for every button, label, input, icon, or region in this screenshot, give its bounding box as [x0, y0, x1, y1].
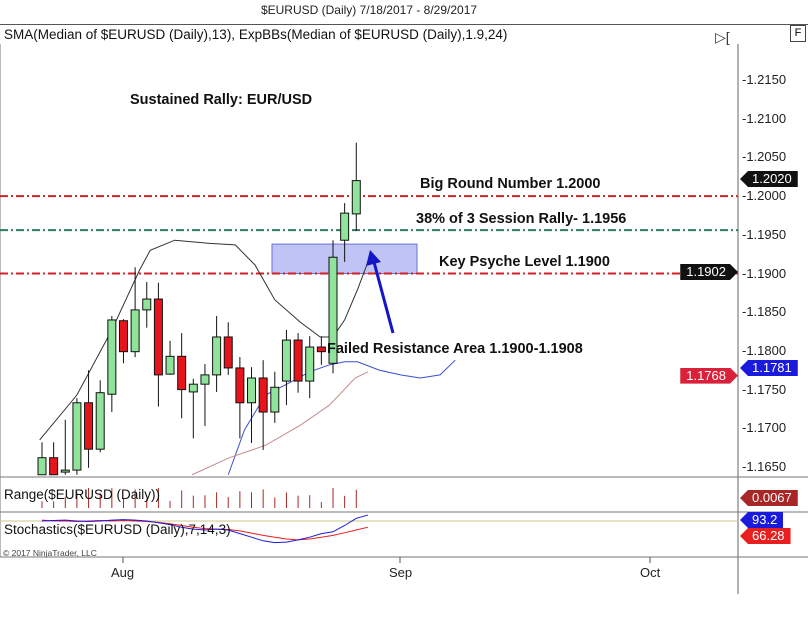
price-tick-label: -1.1950	[742, 226, 787, 242]
candle	[188, 378, 198, 439]
candle-body	[130, 309, 140, 353]
price-tick-label: -1.1650	[742, 459, 787, 474]
indicator-legend: SMA(Median of $EURUSD (Daily),13), ExpBB…	[4, 27, 508, 42]
price-tick-label: -1.1700	[742, 420, 787, 436]
candle-body	[340, 212, 350, 241]
candle-body	[258, 377, 268, 413]
arrow-annotation	[366, 250, 395, 334]
time-label-oct: Oct	[640, 565, 661, 580]
candle-body	[212, 336, 222, 376]
candle-body	[37, 457, 47, 476]
chart-title: $EURUSD (Daily) 7/18/2017 - 8/29/2017	[260, 3, 478, 17]
candle	[305, 336, 315, 399]
candle	[84, 370, 94, 468]
candle	[223, 322, 233, 375]
candle	[235, 357, 245, 439]
candle-body	[118, 320, 128, 353]
candle	[165, 340, 175, 375]
price-tick-label: -1.1900	[742, 265, 787, 281]
candle	[316, 336, 326, 365]
range-panel-label: Range($EURUSD (Daily))	[4, 487, 161, 502]
candle	[340, 203, 350, 262]
candle	[177, 333, 187, 419]
candle	[281, 330, 291, 406]
candle-body	[200, 374, 210, 385]
stoch-k-tag: 93.2	[740, 512, 784, 528]
scroll-to-end-icon[interactable]: ▷[	[715, 29, 730, 45]
chart-frame	[0, 24, 808, 595]
annotation-big-round: Big Round Number 1.2000	[420, 176, 601, 192]
price-tick-label: -1.2100	[742, 110, 787, 126]
candle-body	[305, 346, 315, 382]
candle	[258, 360, 268, 450]
candle	[72, 398, 82, 475]
copyright: © 2017 NinjaTrader, LLC	[3, 548, 97, 558]
candle-body	[153, 298, 163, 376]
candle	[153, 282, 163, 407]
candle-body	[95, 392, 105, 450]
sma-line	[227, 359, 456, 475]
candle-body	[49, 457, 59, 476]
candle-body	[60, 469, 70, 473]
candle	[118, 319, 128, 364]
candle-body	[177, 355, 187, 391]
candle	[60, 419, 70, 475]
annotation-failed-resistance: Failed Resistance Area 1.1900-1.1908	[327, 341, 583, 357]
candle-body	[316, 346, 326, 353]
candle-body	[188, 383, 198, 393]
candle-body	[142, 298, 152, 311]
candle-body	[223, 336, 233, 369]
candle	[37, 442, 47, 476]
annotation-fib: 38% of 3 Session Rally- 1.1956	[416, 211, 627, 227]
price-tag: 1.1902	[680, 264, 738, 280]
candle	[200, 364, 210, 426]
candle	[107, 316, 117, 413]
time-label-aug: Aug	[111, 565, 135, 580]
candle-body	[72, 402, 82, 471]
candle	[130, 267, 140, 358]
candle-body	[328, 256, 338, 364]
candle-body	[107, 319, 117, 395]
candle	[270, 371, 280, 423]
annotation-key-psyche: Key Psyche Level 1.1900	[439, 254, 610, 270]
price-tick-label: -1.1850	[742, 304, 787, 320]
price-tick-label: -1.1750	[742, 381, 787, 397]
price-tick-label: -1.2000	[742, 188, 787, 204]
candle-body	[235, 367, 245, 404]
candle	[95, 380, 105, 453]
price-tick-label: -1.1800	[742, 342, 787, 358]
annotation-title: Sustained Rally: EUR/USD	[130, 92, 313, 108]
candle	[328, 240, 338, 374]
candle	[212, 316, 222, 392]
candle-body	[281, 339, 291, 382]
candle-body	[270, 386, 280, 413]
lower-band-line	[191, 371, 369, 476]
candle	[142, 282, 152, 328]
stoch-panel-label: Stochastics($EURUSD (Daily),7,14,3)	[4, 522, 231, 537]
f-button[interactable]: F	[790, 25, 806, 42]
price-tag: 1.1768	[680, 368, 738, 384]
price-tag: 1.2020	[740, 171, 798, 187]
candle-body	[84, 402, 94, 450]
candle-body	[165, 355, 175, 375]
range-tag: 0.0067	[740, 490, 798, 506]
price-tick-label: -1.2050	[742, 149, 787, 165]
candle-body	[247, 377, 257, 404]
time-label-sep: Sep	[389, 565, 413, 580]
candle-body	[293, 339, 303, 382]
price-tick-label: -1.2150	[742, 72, 787, 87]
candle-body	[351, 180, 361, 215]
price-tag: 1.1781	[740, 360, 798, 376]
candle	[351, 142, 361, 231]
stoch-k-line	[41, 514, 369, 544]
candle	[49, 442, 59, 476]
upper-band-line	[39, 239, 369, 441]
candle	[247, 367, 257, 444]
candle	[293, 333, 303, 393]
stoch-d-tag: 66.28	[740, 528, 791, 544]
